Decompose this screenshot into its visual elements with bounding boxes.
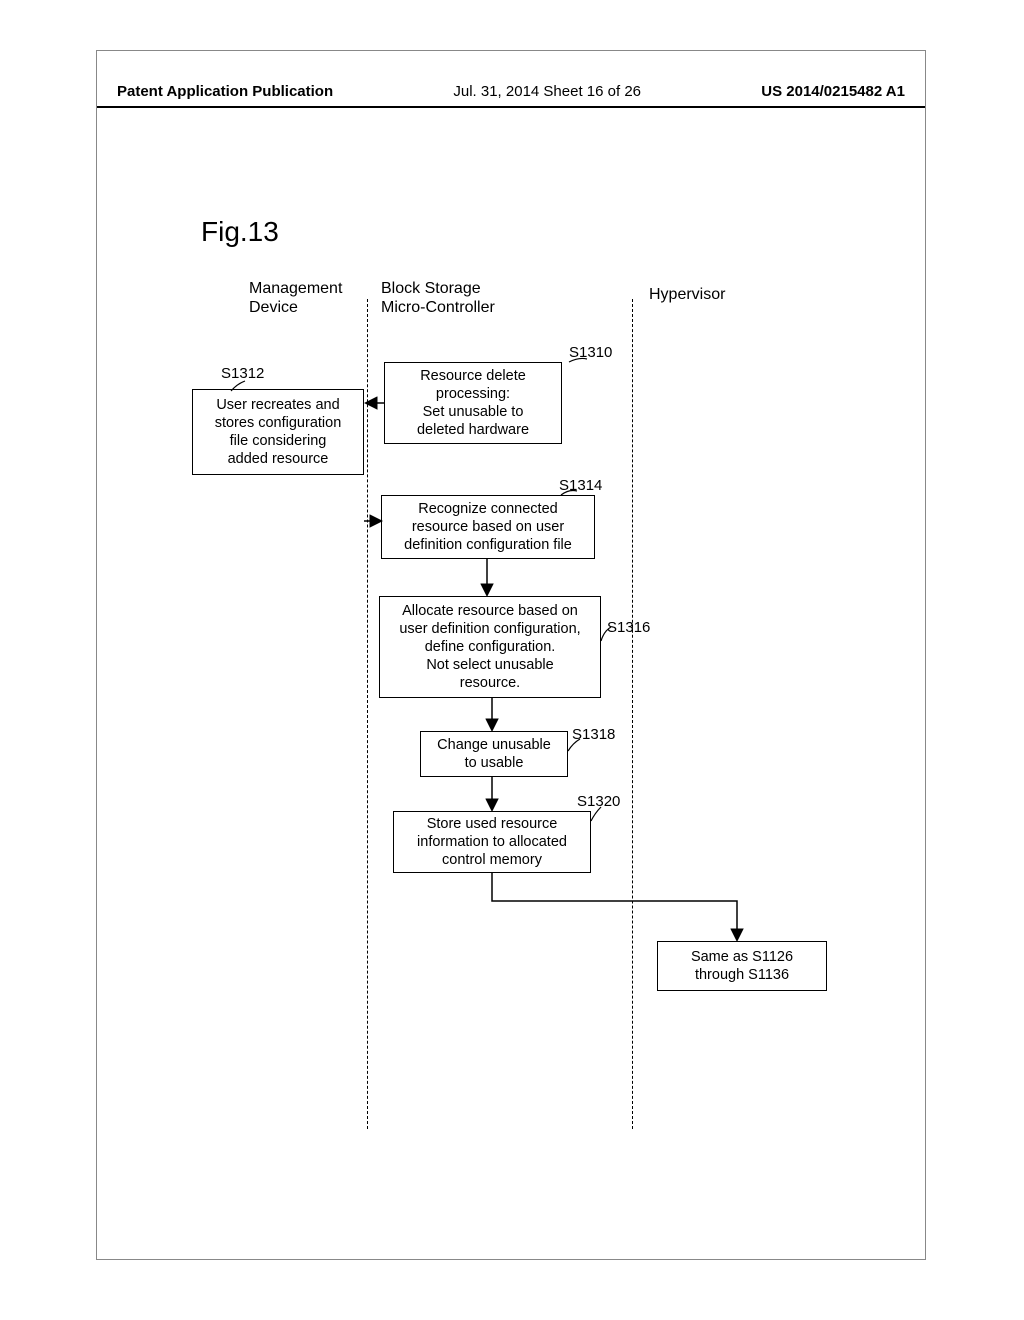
swimlane-divider-2	[632, 299, 633, 1129]
label-s1310: S1310	[569, 344, 612, 361]
figure-title: Fig.13	[201, 216, 279, 248]
label-s1318: S1318	[572, 726, 615, 743]
header-left: Patent Application Publication	[117, 83, 333, 100]
header-center: Jul. 31, 2014 Sheet 16 of 26	[453, 83, 641, 100]
step-s1312-box: User recreates andstores configurationfi…	[192, 389, 364, 475]
label-s1320: S1320	[577, 793, 620, 810]
step-final-box: Same as S1126through S1136	[657, 941, 827, 991]
lane-label-hypervisor: Hypervisor	[649, 285, 725, 304]
lane-label-management: ManagementDevice	[249, 279, 342, 317]
lane-label-block-storage: Block StorageMicro-Controller	[381, 279, 495, 317]
label-s1316: S1316	[607, 619, 650, 636]
header-right: US 2014/0215482 A1	[761, 83, 905, 100]
label-s1314: S1314	[559, 477, 602, 494]
step-s1316-box: Allocate resource based onuser definitio…	[379, 596, 601, 698]
step-s1318-box: Change unusableto usable	[420, 731, 568, 777]
swimlane-divider-1	[367, 299, 368, 1129]
page-frame: Patent Application Publication Jul. 31, …	[96, 50, 926, 1260]
step-s1310-box: Resource deleteprocessing:Set unusable t…	[384, 362, 562, 444]
page-header: Patent Application Publication Jul. 31, …	[97, 83, 925, 108]
step-s1320-box: Store used resourceinformation to alloca…	[393, 811, 591, 873]
step-s1314-box: Recognize connectedresource based on use…	[381, 495, 595, 559]
label-s1312: S1312	[221, 365, 264, 382]
